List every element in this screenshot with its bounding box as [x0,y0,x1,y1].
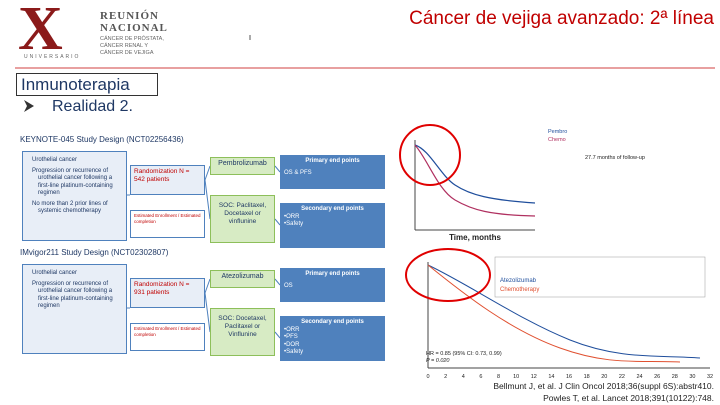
legend-label: Chemo [548,137,566,143]
secondary-title: Secondary end points [301,319,364,325]
hr-text: HR = 0.85 (95% CI: 0.73, 0.99) [426,351,502,357]
logo-caption: UNIVERSARIO [24,54,81,60]
secondary-title: Secondary end points [301,206,364,212]
secondary-item: •ORR [284,326,300,333]
arm-box: Pembrolizumab [210,157,275,175]
x-tick-label: 4 [462,374,465,380]
primary-box: Primary end points OS [280,268,385,302]
legend-box [494,256,706,298]
soc-box: SOC: Paclitaxel, Docetaxel or vinflunine [210,195,275,243]
primary-title: Primary end points [305,158,360,164]
connector [274,278,281,286]
x-tick-label: 28 [672,374,678,380]
bullet-text: Realidad 2. [52,98,133,115]
connector [274,165,281,173]
x-tick-label: 32 [707,374,713,380]
x-tick-label: 22 [619,374,625,380]
secondary-item: •PFS [284,334,298,340]
x-tick-label: 8 [497,374,500,380]
logo-title: REUNIÓN NACIONAL [100,10,168,34]
x-tick-label: 20 [601,374,607,380]
x-tick-label: 0 [426,374,429,380]
connector [204,278,211,294]
x-tick-label: 16 [566,374,572,380]
section-label: Inmunoterapia [16,73,158,96]
highlight-circle [405,248,491,302]
x-axis-label: Time, months [449,233,501,242]
x-tick-label: 12 [531,374,537,380]
criteria-box: Urothelial cancer Progression or recurren… [22,264,127,354]
curve [414,144,536,204]
randomization-box: Randomization N = 931 patients [130,278,205,308]
curve [414,144,536,217]
curve [427,264,701,359]
slide-title: Cáncer de vejiga avanzado: 2ª línea [409,8,714,29]
secondary-item: •Safety [284,349,304,355]
logo-line: CÁNCER RENAL Y [100,43,148,49]
arm-box: Atezolizumab [210,270,275,288]
dates-box: Estimated Enrollment / Estimated complet… [130,323,205,351]
secondary-item: •ORR [284,213,300,220]
connector [204,165,211,181]
reference: Bellmunt J, et al. J Clin Oncol 2018;36(… [493,381,714,391]
reference: Powles T, et al. Lancet 2018;391(10122):… [543,393,714,403]
criteria-item: Urothelial cancer [32,157,78,163]
connector [204,292,211,333]
x-tick-label: 2 [444,374,447,380]
primary-title: Primary end points [305,271,360,277]
criteria-box: Urothelial cancer Progression or recurren… [22,151,127,241]
connector [274,218,281,226]
logo-mark: X [18,0,63,63]
logo-line: CÁNCER DE VEJIGA [100,50,154,56]
criteria-item: Progression or recurrence of urothelial … [32,167,113,197]
legend-label: Chemotherapy [500,287,539,293]
annotation: 27.7 months of follow-up [585,155,645,161]
legend-label: Pembro [548,129,567,135]
criteria-item: No more than 2 prior lines of systemic c… [32,200,108,215]
connector [204,179,211,220]
primary-box: Primary end points OS & PFS [280,155,385,189]
criteria-item: Progression or recurrence of urothelial … [32,280,113,310]
randomization-box: Randomization N = 542 patients [130,165,205,195]
legend-label: Atezolizumab [500,278,537,284]
connector [274,331,281,339]
secondary-box: Secondary end points •ORR •Safety [280,203,385,248]
x-tick-label: 10 [513,374,519,380]
criteria-item: Urothelial cancer [32,270,78,276]
study-title: IMvigor211 Study Design (NCT02302807) [20,248,169,257]
primary-endpoints: OS & PFS [284,169,312,176]
x-tick-label: 6 [479,374,482,380]
secondary-item: •Safety [284,221,304,227]
x-tick-label: 14 [548,374,554,380]
x-tick-label: 24 [636,374,642,380]
x-tick-label: 30 [689,374,695,380]
x-tick-label: 18 [584,374,590,380]
logo-line: CÁNCER DE PRÓSTATA, [100,36,164,42]
primary-endpoints: OS [284,282,293,289]
p-text: P = 0.020 [426,358,450,364]
x-tick-label: 26 [654,374,660,380]
bullet-arrow [24,100,34,112]
curve [427,264,681,363]
secondary-box: Secondary end points •ORR •PFS •DOR •Safety [280,316,385,361]
secondary-item: •DOR [284,341,300,348]
dates-box: Estimated Enrollment / Estimated complet… [130,210,205,238]
study-title: KEYNOTE-045 Study Design (NCT02256436) [20,135,184,144]
highlight-circle [399,124,461,186]
soc-box: SOC: Docetaxel, Paclitaxel or Vinflunine [210,308,275,356]
